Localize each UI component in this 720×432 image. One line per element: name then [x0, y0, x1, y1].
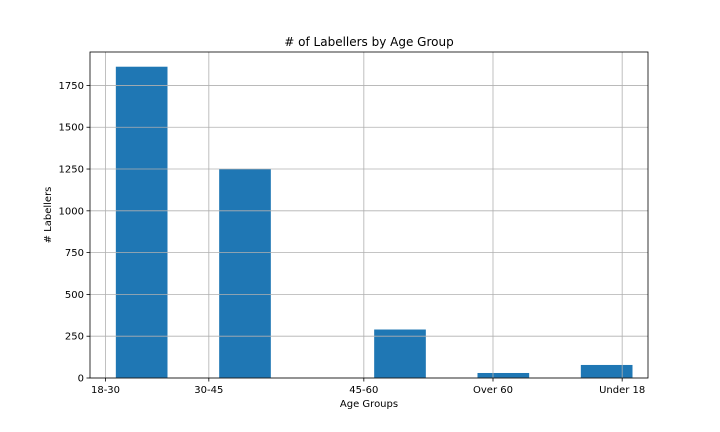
y-ticks: 0 250 500 750 1000 1250 1500 1750	[59, 81, 90, 385]
x-tick-label: 18-30	[91, 385, 120, 396]
bar-18-30	[115, 66, 168, 378]
grid-lines	[90, 52, 648, 379]
x-axis-label: Age Groups	[340, 399, 398, 410]
y-tick-label: 1000	[59, 206, 84, 217]
x-tick-label: Over 60	[473, 385, 513, 396]
bar-under-18	[580, 364, 633, 378]
y-tick-label: 250	[65, 332, 84, 343]
bar-30-45	[219, 169, 271, 378]
plot-frame	[89, 51, 649, 379]
x-tick-label: 45-60	[349, 385, 378, 396]
x-ticks: 18-30 30-45 45-60 Over 60 Under 18	[91, 378, 645, 396]
bars	[115, 66, 633, 378]
y-tick-label: 500	[65, 290, 84, 301]
y-tick-label: 1500	[59, 123, 84, 134]
bar-45-60	[374, 329, 426, 378]
y-tick-label: 1250	[59, 165, 84, 176]
x-tick-label: 30-45	[194, 385, 223, 396]
y-tick-label: 750	[65, 248, 84, 259]
x-tick-label: Under 18	[599, 385, 645, 396]
y-axis-label: # Labellers	[43, 187, 54, 244]
y-tick-label: 0	[78, 374, 84, 385]
y-tick-label: 1750	[59, 81, 84, 92]
chart-title: # of Labellers by Age Group	[284, 35, 453, 49]
bar-over-60	[477, 372, 530, 378]
